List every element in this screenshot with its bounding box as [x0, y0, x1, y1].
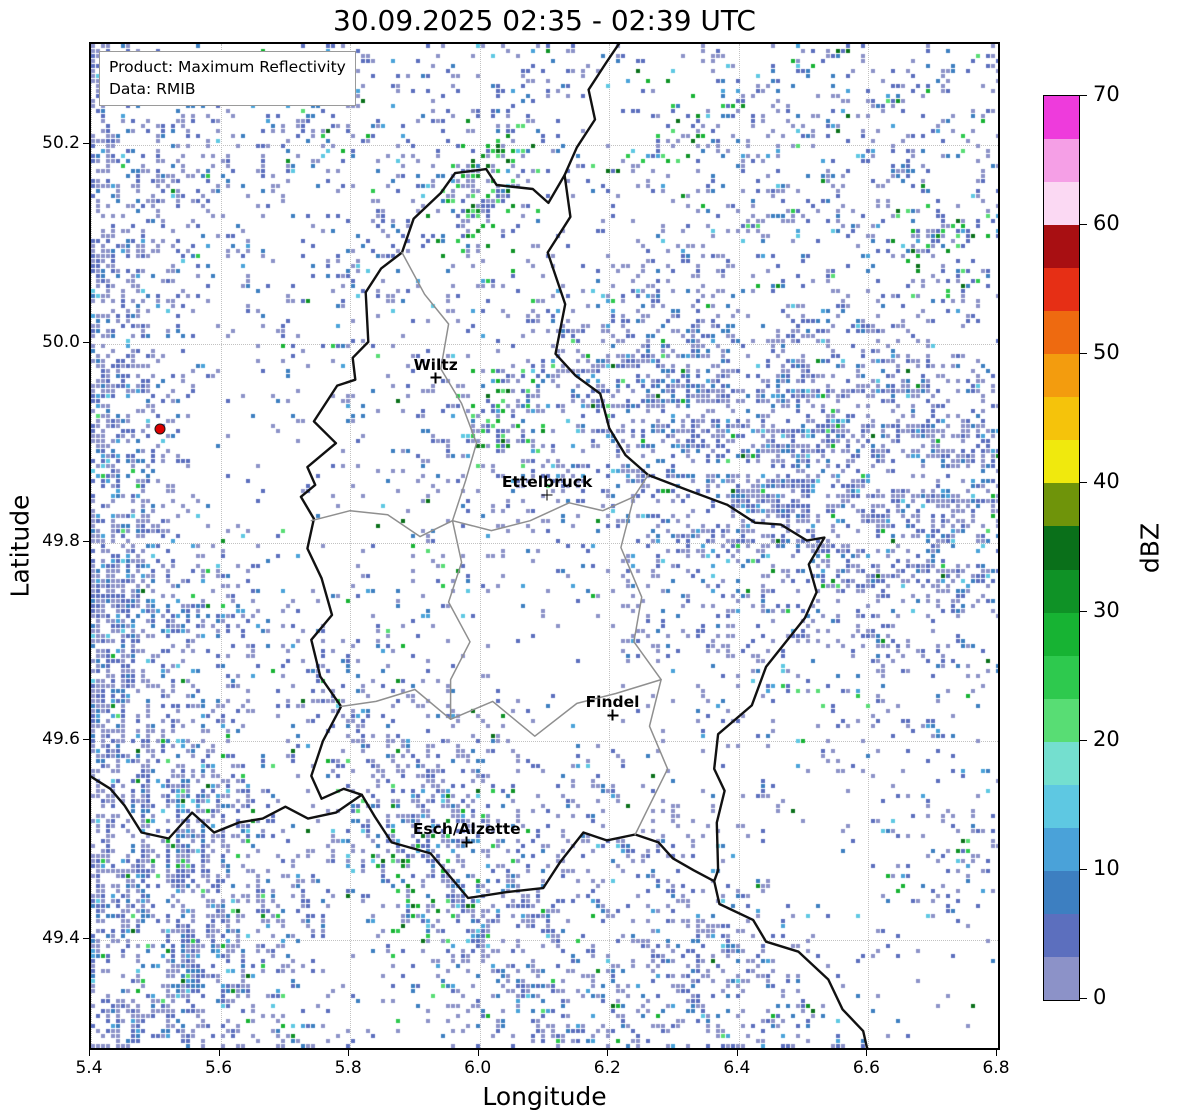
colorbar-tick-mark — [1080, 740, 1087, 741]
colorbar-tick-mark — [1080, 869, 1087, 870]
colorbar-tick-label: 40 — [1093, 469, 1120, 493]
country-border-line — [299, 167, 826, 900]
y-tick-label: 50.2 — [42, 133, 80, 154]
district-border-line — [620, 496, 669, 836]
colorbar-tick-mark — [1080, 353, 1087, 354]
colorbar-tick-mark — [1080, 224, 1087, 225]
district-border-line — [310, 474, 649, 538]
colorbar-tick-label: 70 — [1093, 82, 1120, 106]
colorbar-segment-10 — [1044, 526, 1079, 570]
x-tick-label: 6.0 — [464, 1058, 492, 1078]
city-marker — [430, 372, 442, 384]
radar-site-dot — [154, 423, 166, 435]
district-border-line — [401, 251, 478, 522]
colorbar-tick-mark — [1080, 482, 1087, 483]
country-border-line — [713, 880, 869, 1048]
colorbar-segment-7 — [1044, 655, 1079, 699]
plot-title: 30.09.2025 02:35 - 02:39 UTC — [333, 4, 756, 37]
y-tick-label: 50.0 — [42, 331, 80, 352]
colorbar-segment-5 — [1044, 741, 1079, 785]
city-marker — [461, 836, 473, 848]
x-axis-label: Longitude — [482, 1082, 607, 1111]
gridline-x — [998, 44, 999, 1048]
x-tick-label: 5.4 — [75, 1058, 103, 1078]
city-marker — [607, 709, 619, 721]
x-tick-mark — [348, 1050, 350, 1056]
x-tick-label: 6.2 — [593, 1058, 621, 1078]
colorbar-tick-label: 30 — [1093, 598, 1120, 622]
colorbar-segment-15 — [1044, 311, 1079, 355]
colorbar-segment-9 — [1044, 569, 1079, 613]
colorbar-segment-4 — [1044, 784, 1079, 828]
x-tick-label: 5.6 — [205, 1058, 233, 1078]
district-border-line — [340, 678, 662, 737]
y-tick-mark — [83, 937, 89, 939]
x-tick-label: 5.8 — [334, 1058, 362, 1078]
colorbar-tick-mark — [1080, 95, 1087, 96]
x-tick-mark — [996, 1050, 997, 1056]
info-box: Product: Maximum Reflectivity Data: RMIB — [99, 51, 356, 106]
x-tick-mark — [477, 1050, 479, 1056]
colorbar-segment-8 — [1044, 612, 1079, 656]
x-tick-mark — [607, 1050, 609, 1056]
colorbar-tick-label: 50 — [1093, 340, 1120, 364]
y-tick-mark — [83, 739, 89, 741]
borders-svg — [91, 44, 869, 1048]
colorbar-segment-0 — [1044, 956, 1079, 1000]
y-tick-label: 49.6 — [42, 729, 80, 750]
x-tick-label: 6.4 — [723, 1058, 751, 1078]
colorbar-tick-label: 10 — [1093, 856, 1120, 880]
colorbar-segment-2 — [1044, 870, 1079, 914]
radar-echo-canvas — [91, 44, 998, 1048]
info-product: Product: Maximum Reflectivity — [109, 58, 346, 76]
colorbar-tick-mark — [1080, 998, 1087, 999]
x-tick-mark — [736, 1050, 738, 1056]
colorbar-tick-label: 0 — [1093, 985, 1107, 1009]
y-tick-mark — [83, 341, 89, 343]
colorbar-segment-18 — [1044, 182, 1079, 226]
colorbar-segment-12 — [1044, 440, 1079, 484]
country-border-line — [563, 44, 621, 177]
colorbar-segment-3 — [1044, 827, 1079, 871]
colorbar-segment-11 — [1044, 483, 1079, 527]
city-label: Ettelbruck — [501, 472, 593, 491]
x-tick-label: 6.6 — [852, 1058, 880, 1078]
colorbar-segment-17 — [1044, 225, 1079, 269]
colorbar-segment-19 — [1044, 139, 1079, 183]
x-tick-mark — [218, 1050, 220, 1056]
colorbar-segment-20 — [1044, 96, 1079, 140]
district-border-line — [447, 519, 471, 721]
colorbar-label: dBZ — [1135, 522, 1165, 574]
colorbar-segment-6 — [1044, 698, 1079, 742]
colorbar-segment-14 — [1044, 354, 1079, 398]
city-label: Esch/Alzette — [412, 820, 521, 839]
x-tick-mark — [866, 1050, 868, 1056]
x-tick-mark — [89, 1050, 90, 1056]
plot-area: Product: Maximum Reflectivity Data: RMIB… — [89, 42, 1000, 1050]
country-border-line — [91, 775, 363, 840]
city-label: Wiltz — [413, 355, 458, 374]
colorbar-tick-label: 60 — [1093, 211, 1120, 235]
y-tick-label: 49.8 — [42, 530, 80, 551]
x-tick-label: 6.8 — [982, 1058, 1010, 1078]
info-data-source: Data: RMIB — [109, 80, 196, 99]
y-tick-mark — [83, 143, 89, 145]
colorbar — [1043, 95, 1080, 1001]
y-tick-label: 49.4 — [42, 927, 80, 948]
city-label: Findel — [585, 693, 640, 712]
colorbar-tick-mark — [1080, 611, 1087, 612]
colorbar-segment-1 — [1044, 913, 1079, 957]
colorbar-segment-13 — [1044, 397, 1079, 441]
colorbar-tick-label: 20 — [1093, 727, 1120, 751]
colorbar-segment-16 — [1044, 268, 1079, 312]
y-tick-mark — [83, 540, 89, 542]
city-marker — [541, 489, 553, 501]
